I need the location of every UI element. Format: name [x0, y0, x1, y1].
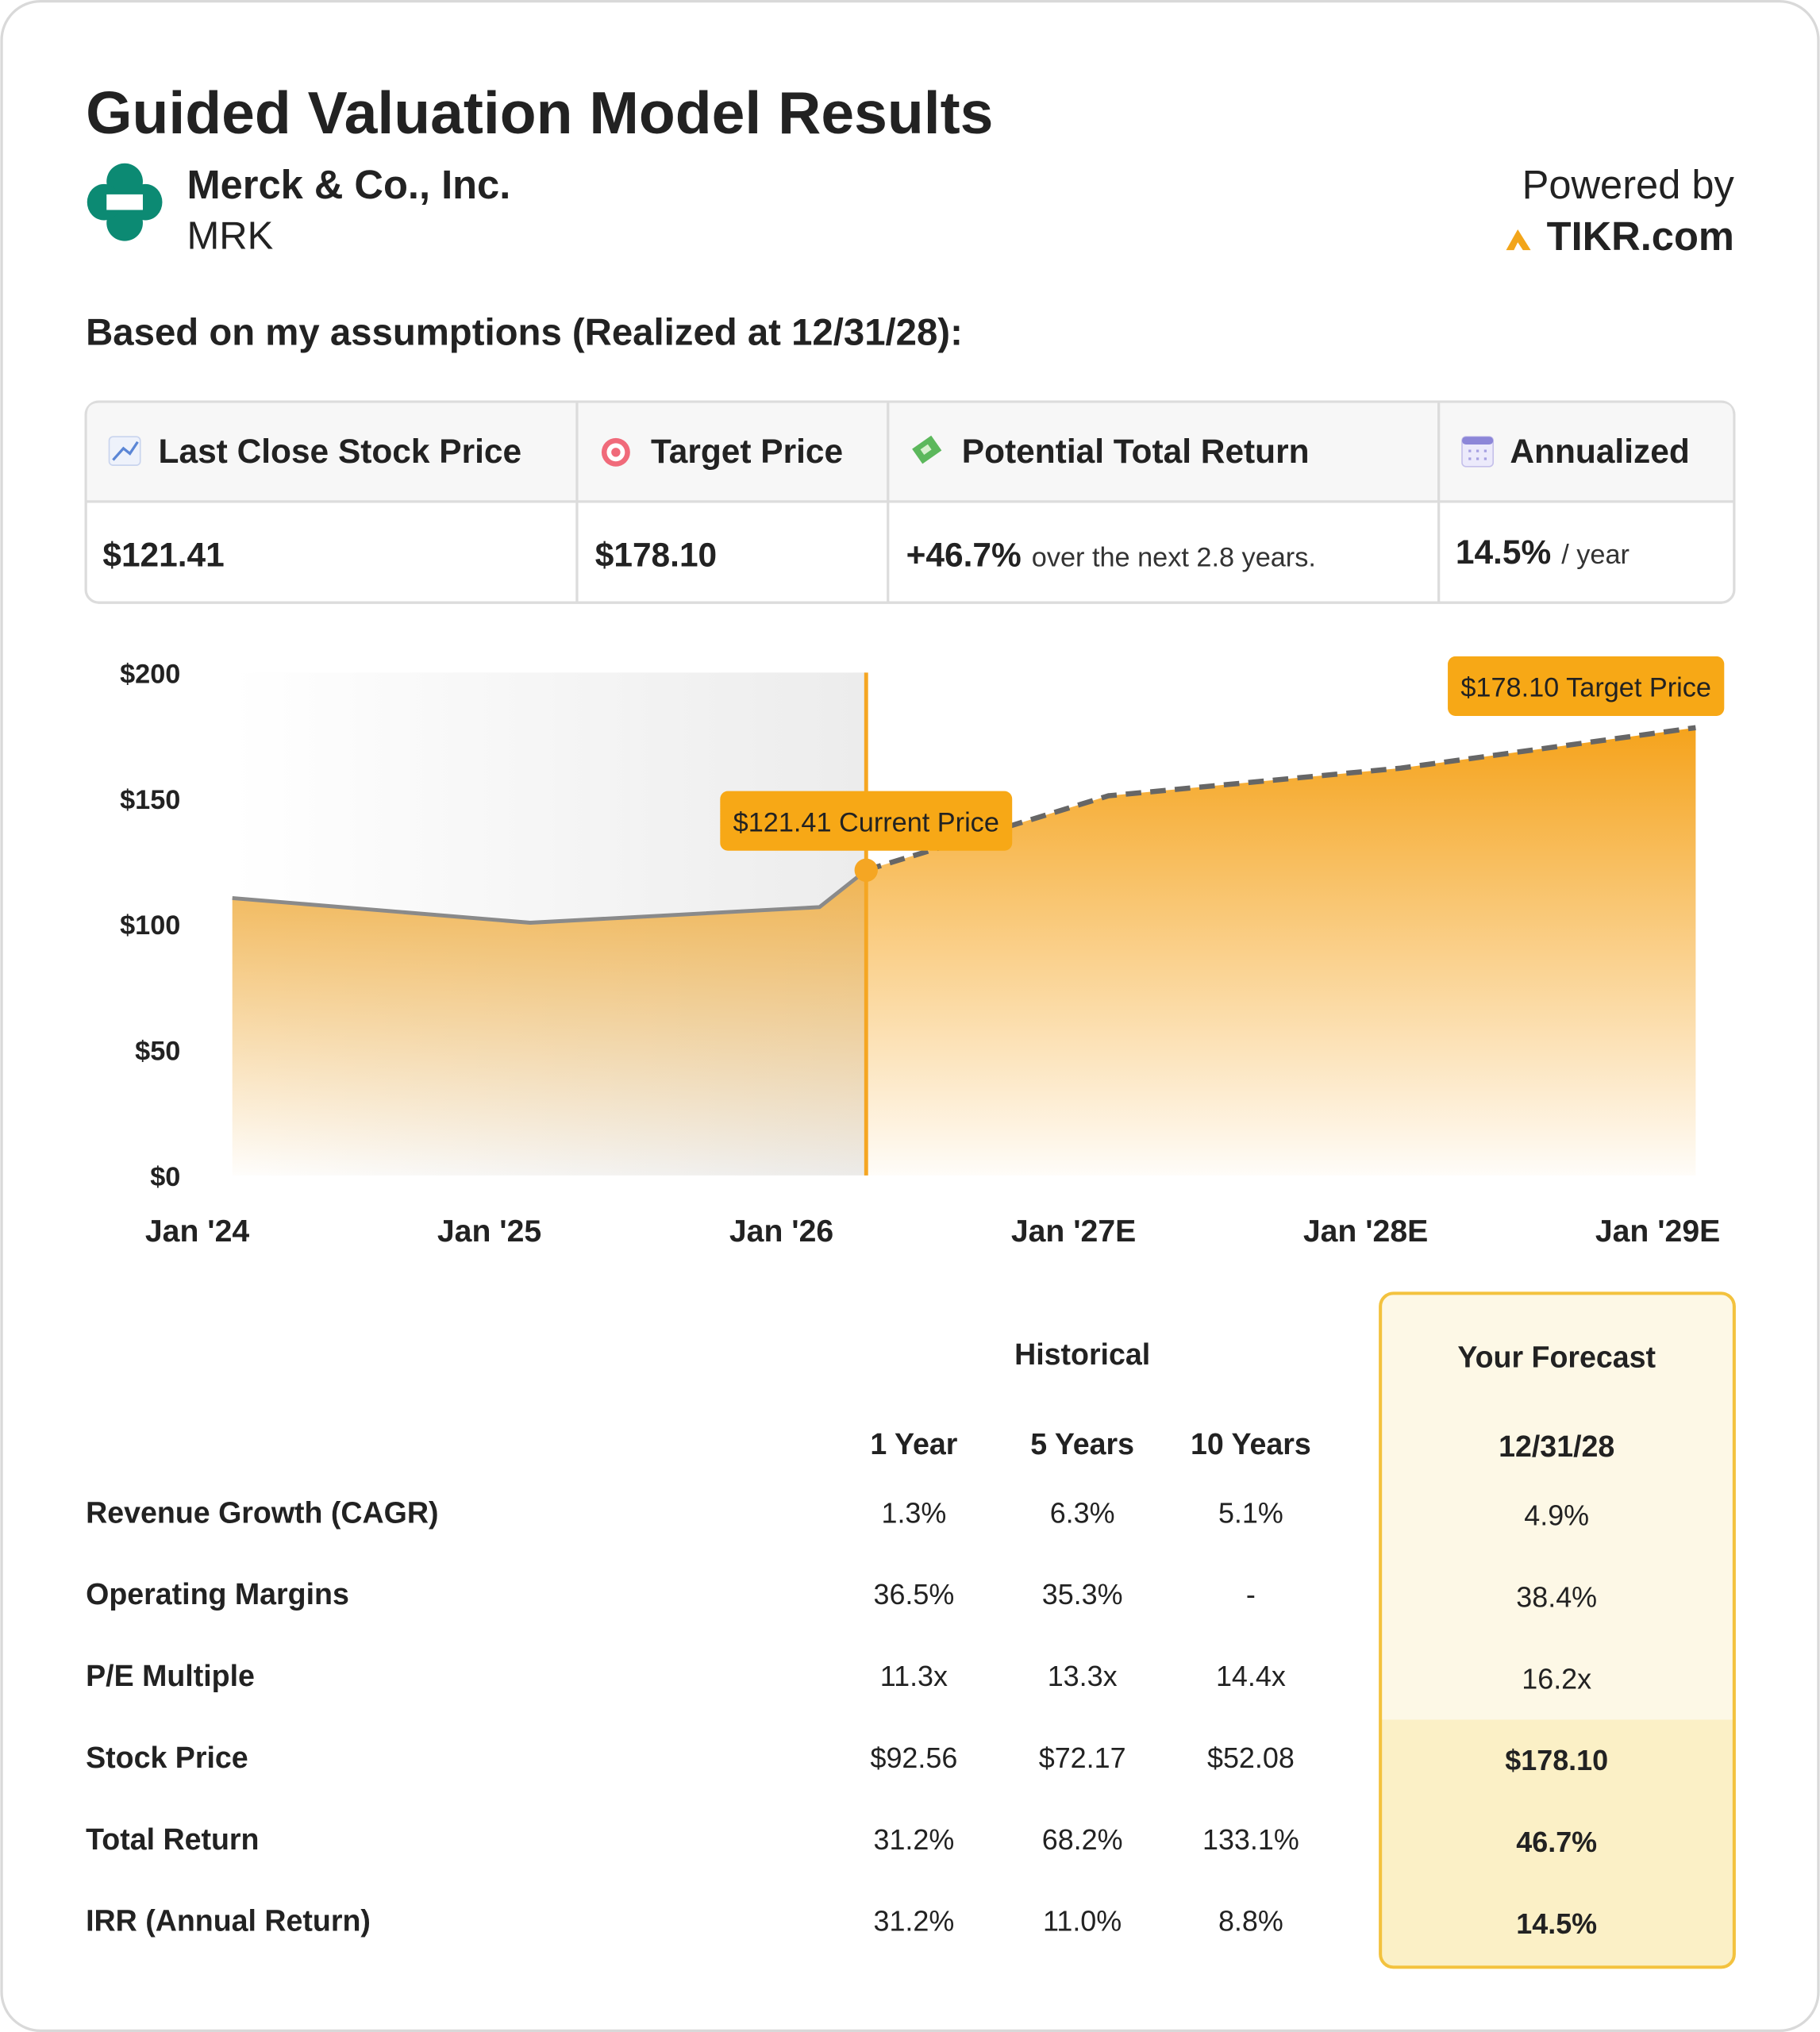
column-header: 12/31/28 [1499, 1430, 1614, 1463]
summary-value-main: 14.5% [1456, 533, 1551, 571]
price-area [232, 870, 867, 1176]
icon-target [601, 437, 630, 467]
icon-chart [108, 436, 141, 466]
forecast-cell: 16.2x [1522, 1662, 1591, 1695]
row-label: Revenue Growth (CAGR) [86, 1495, 438, 1529]
historical-cell: $92.56 [870, 1741, 957, 1774]
historical-cell: 8.8% [1218, 1905, 1283, 1938]
historical-cell: 6.3% [1050, 1496, 1115, 1529]
price-chart: $0 $50 $100 $150 $200 Jan '24 Jan '25 Jan '26 Ja… [120, 656, 1725, 1249]
historical-cell: 11.3x [880, 1660, 948, 1692]
y-tick-label: $200 [120, 659, 180, 689]
historical-header: Historical [1014, 1337, 1150, 1371]
brand-icon [1506, 229, 1531, 251]
summary-value: $121.41 [102, 536, 224, 573]
company-name: Merck & Co., Inc. [187, 162, 510, 207]
row-label: IRR (Annual Return) [86, 1904, 371, 1938]
summary-table: Last Close Stock Price Target Price Pote… [84, 400, 1736, 604]
summary-value-main: +46.7% [906, 536, 1022, 573]
price-annotation: $178.10 Target Price [1448, 656, 1725, 717]
historical-cell: 13.3x [1048, 1660, 1118, 1692]
row-label: Operating Margins [86, 1577, 349, 1611]
ticker: MRK [187, 214, 273, 257]
summary-value: +46.7% over the next 2.8 years. [906, 536, 1316, 573]
forecast-header: Your Forecast [1457, 1340, 1656, 1373]
y-tick-label: $50 [135, 1037, 180, 1067]
x-tick-label: Jan '25 [437, 1214, 541, 1249]
annotation-label: $178.10 Target Price [1460, 673, 1711, 703]
price-area [866, 727, 1696, 1176]
historical-cell: 31.2% [873, 1823, 954, 1856]
icon-calendar [1461, 436, 1495, 468]
historical-cell: 11.0% [1043, 1905, 1122, 1938]
summary-value: $178.10 [595, 536, 717, 573]
historical-cell: 5.1% [1218, 1496, 1283, 1529]
forecast-column-border [1379, 1291, 1736, 1969]
page-title: Guided Valuation Model Results [86, 79, 993, 146]
summary-header: Target Price [651, 433, 843, 470]
summary-value-note: / year [1561, 540, 1630, 570]
historical-cell: 133.1% [1202, 1823, 1299, 1856]
historical-cell: 35.3% [1042, 1578, 1123, 1611]
y-tick-label: $0 [150, 1162, 180, 1192]
x-tick-label: Jan '27E [1011, 1214, 1136, 1249]
row-label: P/E Multiple [86, 1659, 255, 1692]
historical-line [232, 868, 868, 925]
column-header: 1 Year [870, 1427, 957, 1460]
historical-cell: 68.2% [1042, 1823, 1123, 1856]
summary-header: Potential Total Return [962, 433, 1310, 470]
y-tick-label: $150 [120, 785, 180, 815]
company-logo [87, 163, 163, 241]
historical-cell: $52.08 [1207, 1741, 1295, 1774]
summary-header-bg [87, 402, 1733, 501]
price-annotation: $121.41 Current Price [720, 791, 1013, 851]
annotation-box [720, 791, 1013, 851]
historical-cell: 31.2% [873, 1905, 954, 1938]
column-header: 10 Years [1191, 1427, 1311, 1460]
historical-cell: $72.17 [1039, 1741, 1126, 1774]
x-tick-label: Jan '28E [1303, 1214, 1428, 1249]
brand: TIKR.com [1547, 214, 1734, 259]
x-tick-label: Jan '29E [1595, 1214, 1720, 1249]
column-header: 5 Years [1030, 1427, 1134, 1460]
annotation-box [1448, 656, 1725, 717]
y-tick-label: $100 [120, 910, 180, 941]
row-label: Total Return [86, 1822, 259, 1856]
forecast-cell: 14.5% [1516, 1907, 1597, 1940]
summary-header: Last Close Stock Price [159, 433, 522, 470]
forecast-cell: 4.9% [1524, 1499, 1589, 1532]
x-tick-label: Jan '26 [729, 1214, 833, 1249]
assumption-label: Based on my assumptions (Realized at 12/… [86, 311, 963, 353]
historical-cell: 1.3% [881, 1496, 946, 1529]
historical-cell: 14.4x [1216, 1660, 1286, 1692]
icon-money [912, 435, 942, 464]
forecast-highlight-bg [1381, 1719, 1733, 1966]
summary-value: 14.5% / year [1456, 533, 1630, 571]
summary-header: Annualized [1510, 433, 1689, 470]
historical-cell: - [1246, 1578, 1256, 1611]
forecast-cell: 38.4% [1516, 1580, 1597, 1613]
forecast-cell: 46.7% [1516, 1826, 1597, 1858]
row-label: Stock Price [86, 1741, 248, 1774]
annotation-label: $121.41 Current Price [733, 807, 999, 837]
comparison-table: Historical Your Forecast 1 Year 5 Years 10… [86, 1291, 1736, 1969]
current-price-point [854, 858, 878, 882]
historical-cell: 36.5% [873, 1578, 954, 1611]
x-tick-label: Jan '24 [145, 1214, 249, 1249]
powered-by: Powered by [1522, 162, 1735, 207]
forecast-cell: $178.10 [1505, 1744, 1608, 1776]
summary-value-note: over the next 2.8 years. [1032, 542, 1316, 572]
